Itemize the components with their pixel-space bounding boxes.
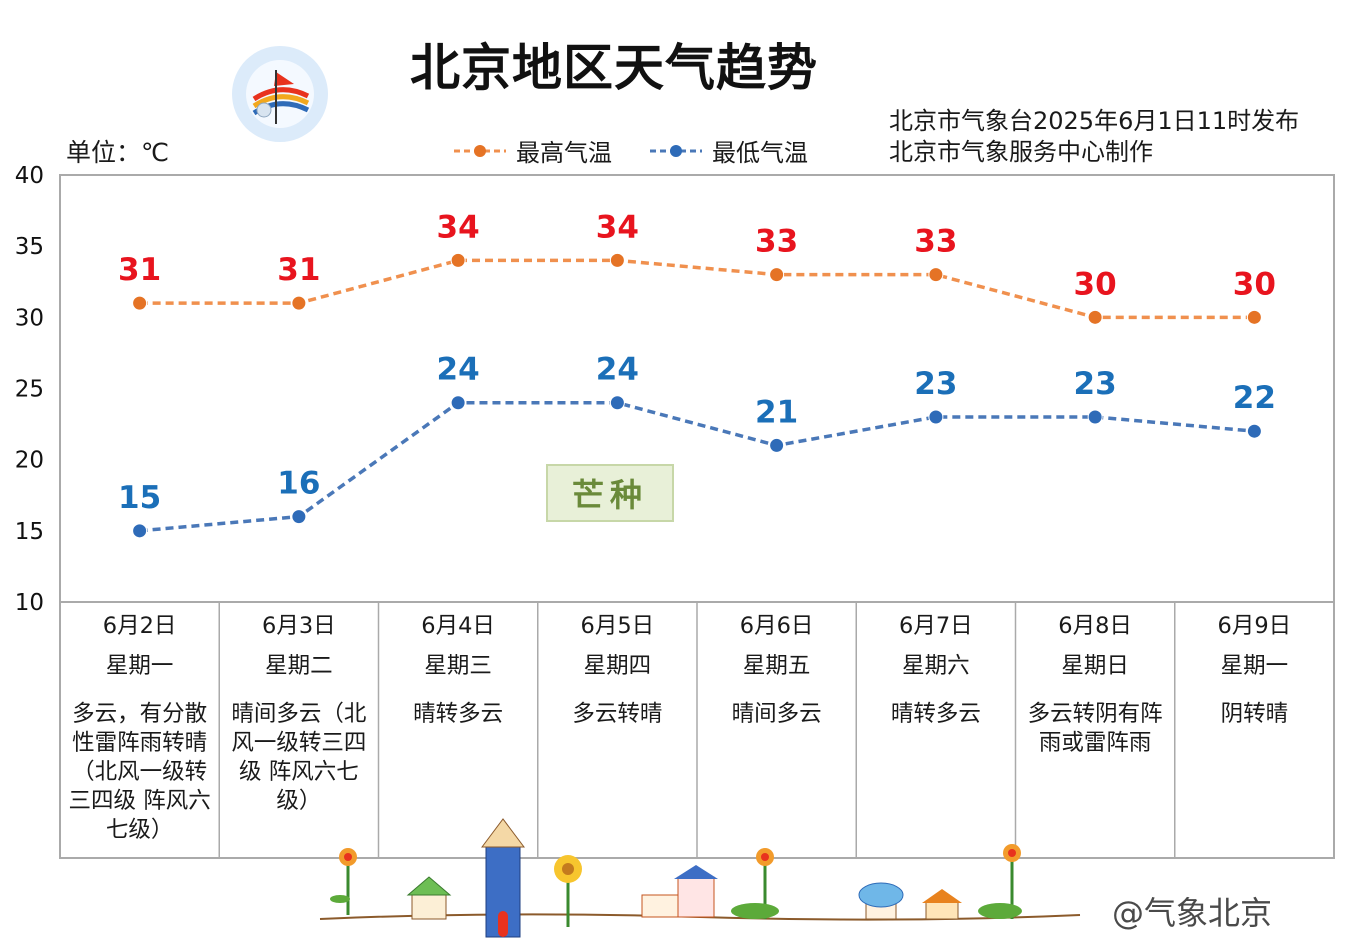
day-weather: 阴转晴 xyxy=(1220,701,1289,727)
y-tick-label: 30 xyxy=(15,305,44,331)
day-column: 6月3日星期二晴间多云（北风一级转三四级 阵风六七级） xyxy=(219,612,378,816)
day-weekday: 星期四 xyxy=(583,653,652,679)
chart-title: 北京地区天气趋势 xyxy=(410,39,818,97)
data-label-low: 15 xyxy=(118,480,161,516)
unit-label: 单位：℃ xyxy=(66,138,170,167)
data-point-low xyxy=(132,523,148,539)
day-weather: 晴转多云 xyxy=(890,701,981,727)
data-label-low: 16 xyxy=(277,466,320,502)
day-weekday: 星期三 xyxy=(424,653,492,679)
data-point-low xyxy=(769,437,785,453)
legend-low-temp: 最低气温 xyxy=(648,133,808,168)
day-date: 6月9日 xyxy=(1217,613,1292,639)
day-column: 6月9日星期一阴转晴 xyxy=(1175,612,1334,729)
data-label-high: 33 xyxy=(755,224,798,260)
day-weekday: 星期一 xyxy=(105,653,174,679)
day-date: 6月4日 xyxy=(421,613,495,639)
issuer-line-1: 北京市气象台2025年6月1日11时发布 xyxy=(889,107,1300,135)
day-weather: 多云转阴有阵雨或雷阵雨 xyxy=(1027,701,1163,756)
data-label-high: 34 xyxy=(437,209,480,245)
data-point-high xyxy=(609,252,625,268)
day-date: 6月7日 xyxy=(899,613,973,639)
day-date: 6月6日 xyxy=(739,613,814,639)
decorative-illustration xyxy=(319,818,1081,938)
weibo-watermark: @气象北京 xyxy=(1112,894,1273,932)
issuer-info: 北京市气象台2025年6月1日11时发布 北京市气象服务中心制作 xyxy=(889,106,1299,168)
data-label-low: 23 xyxy=(1074,366,1117,402)
legend-high-temp: 最高气温 xyxy=(452,133,612,168)
flower-icon xyxy=(731,848,779,919)
day-weekday: 星期日 xyxy=(1061,653,1129,679)
day-date: 6月2日 xyxy=(102,613,177,639)
data-point-high xyxy=(291,295,307,311)
issuer-line-2: 北京市气象服务中心制作 xyxy=(889,138,1153,166)
day-date: 6月8日 xyxy=(1058,613,1132,639)
house-icon xyxy=(922,889,962,920)
data-point-high xyxy=(769,267,785,283)
day-weekday: 星期二 xyxy=(265,653,333,679)
day-column: 6月8日星期日多云转阴有阵雨或雷阵雨 xyxy=(1016,612,1175,758)
day-weather: 晴转多云 xyxy=(413,701,504,727)
data-label-high: 34 xyxy=(596,209,639,245)
y-tick-label: 25 xyxy=(15,377,44,403)
data-label-high: 30 xyxy=(1074,266,1117,302)
day-date: 6月5日 xyxy=(580,613,655,639)
data-label-high: 30 xyxy=(1233,266,1276,302)
legend-high-swatch xyxy=(454,144,506,157)
y-tick-label: 15 xyxy=(15,519,44,545)
legend-low-swatch xyxy=(650,144,702,157)
data-point-high xyxy=(1246,309,1262,325)
day-column: 6月6日星期五晴间多云 xyxy=(697,612,856,729)
data-label-high: 33 xyxy=(914,224,957,260)
y-tick-label: 35 xyxy=(15,234,44,260)
sunflower-icon xyxy=(554,855,582,927)
data-point-high xyxy=(132,295,148,311)
y-tick-label: 20 xyxy=(15,448,44,474)
day-weather: 多云，有分散性雷阵雨转晴（北风一级转三四级 阵风六七级） xyxy=(68,701,211,843)
day-weekday: 星期一 xyxy=(1220,653,1289,679)
day-weekday: 星期五 xyxy=(742,653,811,679)
day-column: 6月2日星期一多云，有分散性雷阵雨转晴（北风一级转三四级 阵风六七级） xyxy=(60,612,219,845)
data-label-high: 31 xyxy=(277,252,320,288)
village-houses-icon xyxy=(641,865,718,918)
flower-icon xyxy=(330,848,357,915)
y-tick-label: 10 xyxy=(15,590,44,616)
data-point-high xyxy=(1087,309,1103,325)
data-point-low xyxy=(1246,423,1262,439)
day-date: 6月3日 xyxy=(262,613,336,639)
day-weekday: 星期六 xyxy=(902,653,970,679)
pencil-tower-icon xyxy=(481,818,525,938)
flower-icon xyxy=(978,844,1022,919)
data-label-low: 23 xyxy=(914,366,957,402)
data-point-low xyxy=(450,395,466,411)
day-weather: 晴间多云（北风一级转三四级 阵风六七级） xyxy=(231,701,367,814)
data-point-low xyxy=(928,409,944,425)
day-column: 6月4日星期三晴转多云 xyxy=(379,612,538,729)
data-label-low: 24 xyxy=(437,352,480,388)
data-point-high xyxy=(450,252,466,268)
data-label-low: 21 xyxy=(755,394,798,430)
data-label-low: 24 xyxy=(596,352,639,388)
series-line-high xyxy=(139,258,1255,320)
meteorological-service-logo xyxy=(226,44,334,144)
day-column: 6月5日星期四多云转晴 xyxy=(538,612,697,729)
data-label-high: 31 xyxy=(118,252,161,288)
solar-term-label: 芒种 xyxy=(571,476,648,514)
day-column: 6月7日星期六晴转多云 xyxy=(856,612,1015,729)
legend-high-label: 最高气温 xyxy=(516,139,612,167)
legend-low-label: 最低气温 xyxy=(712,139,808,167)
solar-term-badge: 芒种 xyxy=(546,464,674,522)
day-weather: 多云转晴 xyxy=(572,701,663,727)
data-point-low xyxy=(291,509,307,525)
data-point-high xyxy=(928,267,944,283)
day-weather: 晴间多云 xyxy=(731,701,822,727)
data-label-low: 22 xyxy=(1233,380,1276,416)
data-point-low xyxy=(1087,409,1103,425)
data-point-low xyxy=(609,395,625,411)
y-tick-label: 40 xyxy=(15,163,44,189)
mushroom-house-icon xyxy=(858,882,904,920)
house-icon xyxy=(406,876,452,920)
